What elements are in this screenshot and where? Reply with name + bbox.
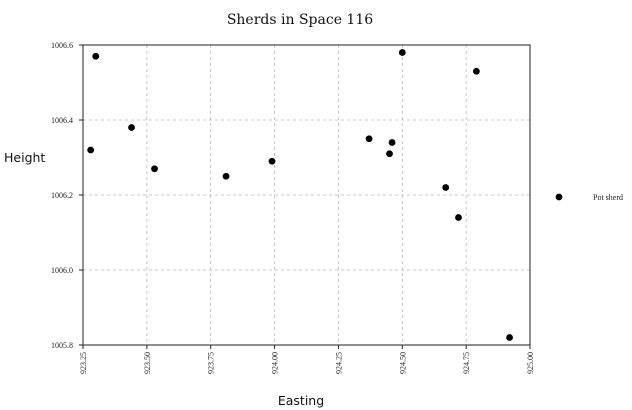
- data-point: [128, 124, 135, 131]
- y-tick-label: 1006.2: [51, 191, 73, 200]
- data-point: [151, 165, 158, 173]
- data-point: [472, 67, 480, 75]
- x-tick-label: 925.00: [526, 352, 535, 374]
- y-axis-label: Height: [4, 150, 45, 165]
- x-tick-label: 924.50: [398, 352, 407, 374]
- x-tick-label: 924.25: [334, 352, 343, 374]
- legend-label: Pot sherd: [593, 193, 623, 202]
- data-point: [92, 52, 100, 60]
- legend: Pot sherd: [555, 193, 623, 202]
- data-point: [386, 150, 393, 158]
- x-tick-label: 924.75: [462, 352, 471, 374]
- legend-marker: [555, 193, 563, 201]
- y-tick-label: 1006.4: [51, 116, 73, 125]
- data-point: [388, 139, 396, 146]
- data-point: [455, 214, 462, 221]
- y-tick-label: 1005.8: [51, 341, 73, 350]
- x-tick-label: 923.75: [207, 352, 216, 374]
- x-tick-label: 923.25: [79, 352, 88, 374]
- data-point: [222, 172, 230, 180]
- data-point: [365, 135, 373, 143]
- data-point: [506, 334, 513, 341]
- data-point: [398, 49, 406, 56]
- data-points: [87, 49, 513, 341]
- data-point: [268, 157, 276, 165]
- data-point: [442, 184, 450, 191]
- x-axis-label: Easting: [278, 393, 324, 408]
- grid: [83, 45, 530, 345]
- y-tick-label: 1006.0: [51, 266, 73, 275]
- y-tick-label: 1006.6: [51, 41, 73, 50]
- x-tick-label: 924.00: [271, 352, 280, 374]
- data-point: [87, 146, 95, 154]
- x-tick-label: 923.50: [143, 352, 152, 374]
- axis-ticks: 923.25 923.50 923.75 924.00 924.25 924.50 924.…: [51, 41, 535, 374]
- chart-title: Sherds in Space 116: [227, 12, 373, 28]
